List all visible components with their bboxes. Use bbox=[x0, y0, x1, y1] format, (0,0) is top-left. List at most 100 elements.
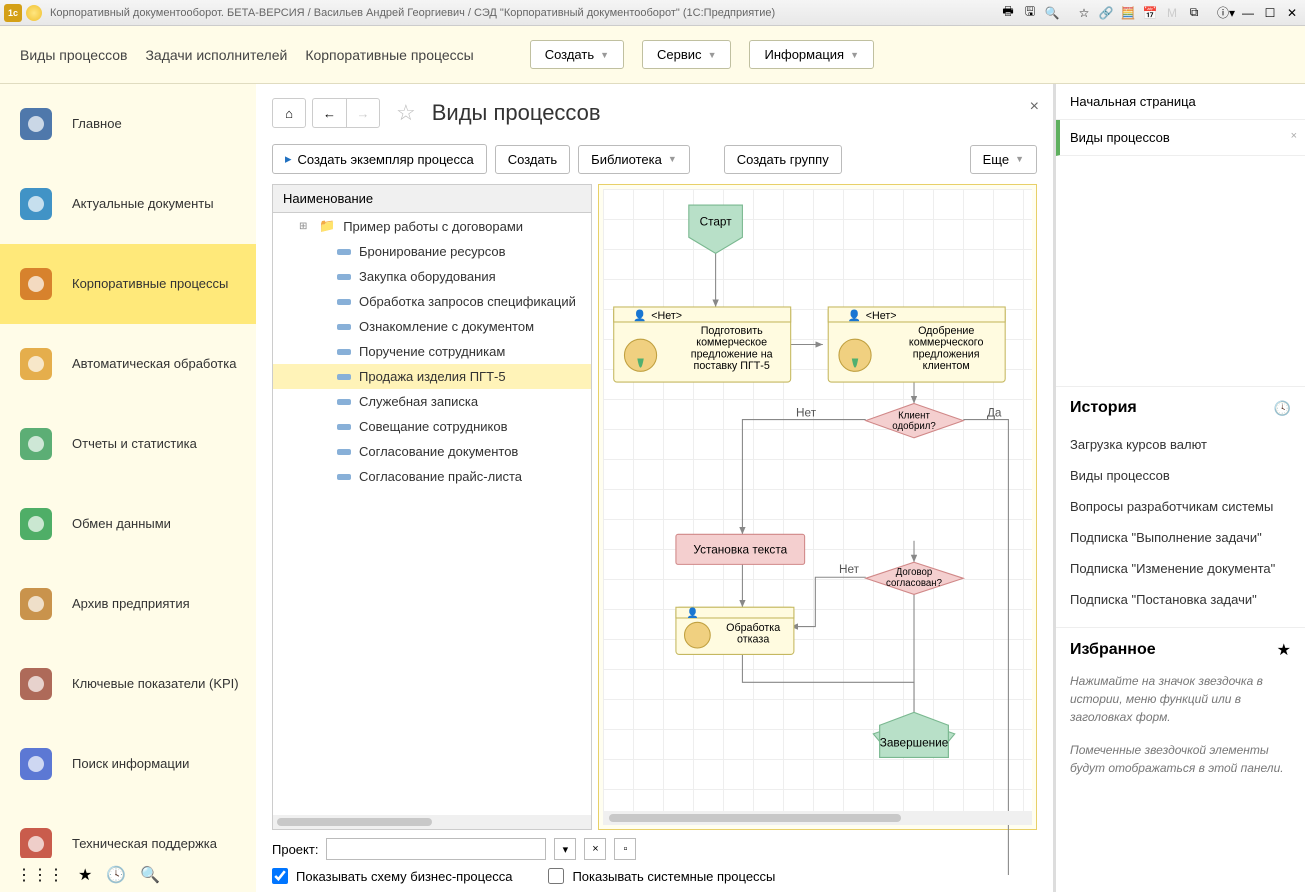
tree-row-3[interactable]: Обработка запросов спецификаций bbox=[273, 289, 591, 314]
menu-create-button[interactable]: Создать▼ bbox=[530, 40, 624, 69]
sidebar-item-8[interactable]: Поиск информации bbox=[0, 724, 256, 804]
diagram-scrollbar[interactable] bbox=[603, 811, 1032, 825]
toggle-icon[interactable]: ⧉ bbox=[1185, 4, 1203, 22]
tree-row-8[interactable]: Совещание сотрудников bbox=[273, 414, 591, 439]
create-button[interactable]: Создать bbox=[495, 145, 570, 174]
menubar: Виды процессов Задачи исполнителей Корпо… bbox=[0, 26, 1305, 84]
content: × ⌂ ← → ☆ Виды процессов ▸Создать экземп… bbox=[256, 84, 1053, 892]
node-start[interactable] bbox=[689, 205, 743, 253]
tree-row-10[interactable]: Согласование прайс-листа bbox=[273, 464, 591, 489]
item-icon bbox=[337, 374, 351, 380]
link-icon[interactable]: 🔗 bbox=[1097, 4, 1115, 22]
tree-row-4[interactable]: Ознакомление с документом bbox=[273, 314, 591, 339]
fav-star-icon[interactable]: ★ bbox=[78, 865, 92, 885]
sidebar-item-5[interactable]: Обмен данными bbox=[0, 484, 256, 564]
save-icon[interactable]: 🖫 bbox=[1021, 4, 1039, 22]
sidebar-icon-5 bbox=[14, 502, 58, 546]
forward-button[interactable]: → bbox=[346, 98, 380, 128]
menu-link-tasks[interactable]: Задачи исполнителей bbox=[145, 47, 287, 63]
m-icon[interactable]: M bbox=[1163, 4, 1181, 22]
tree-label-1: Бронирование ресурсов bbox=[359, 244, 506, 259]
diagram-svg: Нет Да Нет Старт 👤 bbox=[603, 189, 1032, 875]
tree-label-3: Обработка запросов спецификаций bbox=[359, 294, 576, 309]
preview-icon[interactable]: 🔍 bbox=[1043, 4, 1061, 22]
tree-row-7[interactable]: Служебная записка bbox=[273, 389, 591, 414]
history-icon[interactable]: 🕓 bbox=[1274, 400, 1291, 417]
node-task3[interactable]: 👤 Обработкаотказа bbox=[676, 607, 794, 655]
window-title: Корпоративный документооборот. БЕТА-ВЕРС… bbox=[50, 7, 999, 19]
create-instance-button[interactable]: ▸Создать экземпляр процесса bbox=[272, 144, 487, 174]
node-task2[interactable]: 👤 <Нет> Одобрениекоммерческогопредложени… bbox=[828, 307, 1005, 382]
sidebar-item-0[interactable]: Главное bbox=[0, 84, 256, 164]
tree-row-6[interactable]: Продажа изделия ПГТ-5 bbox=[273, 364, 591, 389]
close-icon[interactable]: ✕ bbox=[1283, 4, 1301, 22]
tree-label-7: Служебная записка bbox=[359, 394, 478, 409]
tree-scrollbar[interactable] bbox=[273, 815, 591, 829]
show-scheme-checkbox[interactable] bbox=[272, 868, 288, 884]
close-page-icon[interactable]: × bbox=[1030, 98, 1039, 116]
sidebar-item-4[interactable]: Отчеты и статистика bbox=[0, 404, 256, 484]
tree-label-10: Согласование прайс-листа bbox=[359, 469, 522, 484]
sidebar-item-2[interactable]: Корпоративные процессы bbox=[0, 244, 256, 324]
node-task1[interactable]: 👤 <Нет> Подготовитькоммерческоепредложен… bbox=[614, 307, 791, 382]
history-item-1[interactable]: Виды процессов bbox=[1070, 460, 1291, 491]
sidebar-item-7[interactable]: Ключевые показатели (KPI) bbox=[0, 644, 256, 724]
history-item-2[interactable]: Вопросы разработчикам системы bbox=[1070, 491, 1291, 522]
tree-label-9: Согласование документов bbox=[359, 444, 518, 459]
calendar-icon[interactable]: 📅 bbox=[1141, 4, 1159, 22]
tree-label-4: Ознакомление с документом bbox=[359, 319, 534, 334]
menu-link-process-types[interactable]: Виды процессов bbox=[20, 47, 127, 63]
menu-service-button[interactable]: Сервис▼ bbox=[642, 40, 731, 69]
more-button[interactable]: Еще▼ bbox=[970, 145, 1037, 174]
history-item-3[interactable]: Подписка "Выполнение задачи" bbox=[1070, 522, 1291, 553]
star-icon[interactable]: ☆ bbox=[1075, 4, 1093, 22]
tree-row-2[interactable]: Закупка оборудования bbox=[273, 264, 591, 289]
menu-info-button[interactable]: Информация▼ bbox=[749, 40, 874, 69]
tree-label-0: Пример работы с договорами bbox=[343, 219, 523, 234]
calc-icon[interactable]: 🧮 bbox=[1119, 4, 1137, 22]
favorites-section: Избранное★ Нажимайте на значок звездочка… bbox=[1056, 627, 1305, 789]
svg-text:👤: 👤 bbox=[848, 309, 861, 322]
history-item-0[interactable]: Загрузка курсов валют bbox=[1070, 429, 1291, 460]
history-item-5[interactable]: Подписка "Постановка задачи" bbox=[1070, 584, 1291, 615]
tree-row-0[interactable]: ⊞📁Пример работы с договорами bbox=[273, 213, 591, 239]
home-button[interactable]: ⌂ bbox=[272, 98, 306, 128]
maximize-icon[interactable]: ☐ bbox=[1261, 4, 1279, 22]
library-button[interactable]: Библиотека▼ bbox=[578, 145, 690, 174]
tree-label-2: Закупка оборудования bbox=[359, 269, 496, 284]
item-icon bbox=[337, 299, 351, 305]
project-input[interactable] bbox=[326, 838, 546, 860]
minimize-icon[interactable]: — bbox=[1239, 4, 1257, 22]
tree-row-5[interactable]: Поручение сотрудникам bbox=[273, 339, 591, 364]
tree-header[interactable]: Наименование bbox=[273, 185, 591, 213]
tree-row-9[interactable]: Согласование документов bbox=[273, 439, 591, 464]
node-start-label: Старт bbox=[700, 215, 733, 228]
info-icon[interactable]: ⓘ▾ bbox=[1217, 4, 1235, 22]
menu-link-corp-processes[interactable]: Корпоративные процессы bbox=[305, 47, 473, 63]
edge-label-no1: Нет bbox=[796, 406, 817, 419]
sidebar-item-1[interactable]: Актуальные документы bbox=[0, 164, 256, 244]
history-item-4[interactable]: Подписка "Изменение документа" bbox=[1070, 553, 1291, 584]
tree-row-1[interactable]: Бронирование ресурсов bbox=[273, 239, 591, 264]
back-button[interactable]: ← bbox=[312, 98, 346, 128]
print-icon[interactable]: 🖶 bbox=[999, 4, 1017, 22]
tab-close-icon[interactable]: × bbox=[1291, 130, 1297, 142]
favorite-toggle-icon[interactable]: ☆ bbox=[396, 100, 416, 126]
tab-home[interactable]: Начальная страница bbox=[1056, 84, 1305, 120]
search-bottom-icon[interactable]: 🔍 bbox=[140, 865, 160, 885]
project-dropdown-button[interactable]: ▾ bbox=[554, 838, 576, 860]
clip-icon[interactable]: 🕓 bbox=[106, 865, 126, 885]
history-section: История 🕓 Загрузка курсов валютВиды проце… bbox=[1056, 386, 1305, 627]
item-icon bbox=[337, 249, 351, 255]
history-title: История bbox=[1070, 399, 1137, 417]
tab-processes[interactable]: Виды процессов× bbox=[1056, 120, 1305, 156]
diagram-panel: Нет Да Нет Старт 👤 bbox=[598, 184, 1037, 830]
item-icon bbox=[337, 424, 351, 430]
favorites-star-icon[interactable]: ★ bbox=[1277, 640, 1291, 660]
sidebar-item-6[interactable]: Архив предприятия bbox=[0, 564, 256, 644]
sidebar-item-3[interactable]: Автоматическая обработка bbox=[0, 324, 256, 404]
show-system-checkbox[interactable] bbox=[548, 868, 564, 884]
item-icon bbox=[337, 449, 351, 455]
create-group-button[interactable]: Создать группу bbox=[724, 145, 842, 174]
grid-icon[interactable]: ⋮⋮⋮ bbox=[16, 865, 64, 885]
